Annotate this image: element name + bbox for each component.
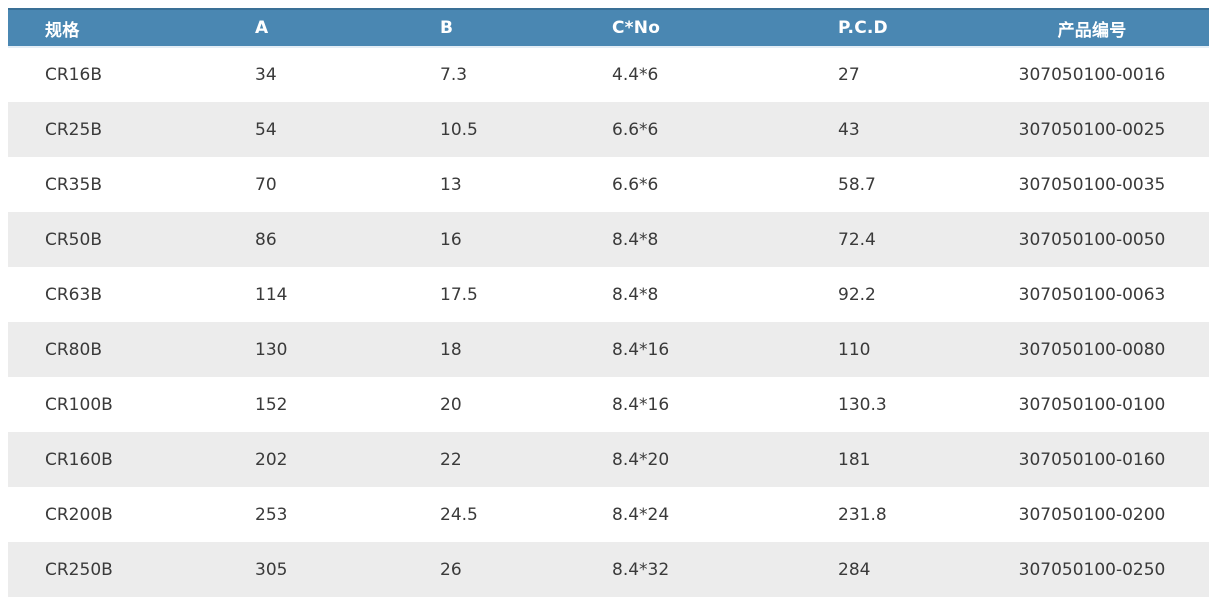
cell-spec: CR160B (8, 432, 218, 487)
cell-spec: CR63B (8, 267, 218, 322)
cell-product-code: 307050100-0250 (975, 542, 1209, 597)
cell-spec: CR100B (8, 377, 218, 432)
cell-b: 26 (403, 542, 575, 597)
table-row: CR200B 253 24.5 8.4*24 231.8 307050100-0… (8, 487, 1209, 542)
table-row: CR250B 305 26 8.4*32 284 307050100-0250 (8, 542, 1209, 597)
cell-b: 16 (403, 212, 575, 267)
cell-spec: CR80B (8, 322, 218, 377)
cell-a: 253 (218, 487, 403, 542)
page: 规格 A B C*No P.C.D 产品编号 CR16B 34 7.3 4.4*… (8, 8, 1209, 597)
table-row: CR50B 86 16 8.4*8 72.4 307050100-0050 (8, 212, 1209, 267)
cell-a: 130 (218, 322, 403, 377)
cell-c-no: 6.6*6 (575, 102, 801, 157)
cell-c-no: 8.4*16 (575, 322, 801, 377)
product-spec-table: 规格 A B C*No P.C.D 产品编号 CR16B 34 7.3 4.4*… (8, 8, 1209, 597)
cell-spec: CR16B (8, 47, 218, 102)
cell-pcd: 58.7 (801, 157, 975, 212)
cell-product-code: 307050100-0050 (975, 212, 1209, 267)
cell-a: 114 (218, 267, 403, 322)
cell-pcd: 43 (801, 102, 975, 157)
cell-pcd: 72.4 (801, 212, 975, 267)
cell-spec: CR250B (8, 542, 218, 597)
table-header: 规格 A B C*No P.C.D 产品编号 (8, 8, 1209, 48)
cell-product-code: 307050100-0160 (975, 432, 1209, 487)
table-row: CR25B 54 10.5 6.6*6 43 307050100-0025 (8, 102, 1209, 157)
cell-product-code: 307050100-0063 (975, 267, 1209, 322)
column-header-c-no: C*No (575, 8, 801, 48)
cell-product-code: 307050100-0016 (975, 47, 1209, 102)
column-header-a: A (218, 8, 403, 48)
column-header-spec: 规格 (8, 8, 218, 48)
table-row: CR80B 130 18 8.4*16 110 307050100-0080 (8, 322, 1209, 377)
table-row: CR16B 34 7.3 4.4*6 27 307050100-0016 (8, 47, 1209, 102)
cell-b: 18 (403, 322, 575, 377)
cell-a: 34 (218, 47, 403, 102)
cell-pcd: 231.8 (801, 487, 975, 542)
cell-product-code: 307050100-0025 (975, 102, 1209, 157)
cell-a: 70 (218, 157, 403, 212)
cell-product-code: 307050100-0100 (975, 377, 1209, 432)
cell-a: 305 (218, 542, 403, 597)
cell-pcd: 27 (801, 47, 975, 102)
column-header-pcd: P.C.D (801, 8, 975, 48)
cell-spec: CR25B (8, 102, 218, 157)
cell-pcd: 181 (801, 432, 975, 487)
cell-b: 10.5 (403, 102, 575, 157)
cell-b: 13 (403, 157, 575, 212)
cell-b: 20 (403, 377, 575, 432)
cell-c-no: 8.4*8 (575, 267, 801, 322)
table-row: CR100B 152 20 8.4*16 130.3 307050100-010… (8, 377, 1209, 432)
cell-a: 202 (218, 432, 403, 487)
cell-pcd: 284 (801, 542, 975, 597)
header-row: 规格 A B C*No P.C.D 产品编号 (8, 8, 1209, 48)
table-row: CR160B 202 22 8.4*20 181 307050100-0160 (8, 432, 1209, 487)
cell-pcd: 110 (801, 322, 975, 377)
cell-a: 152 (218, 377, 403, 432)
cell-c-no: 8.4*16 (575, 377, 801, 432)
cell-b: 17.5 (403, 267, 575, 322)
cell-c-no: 8.4*20 (575, 432, 801, 487)
cell-product-code: 307050100-0200 (975, 487, 1209, 542)
cell-pcd: 130.3 (801, 377, 975, 432)
cell-spec: CR35B (8, 157, 218, 212)
column-header-product-code: 产品编号 (975, 8, 1209, 48)
cell-product-code: 307050100-0035 (975, 157, 1209, 212)
cell-a: 54 (218, 102, 403, 157)
cell-pcd: 92.2 (801, 267, 975, 322)
column-header-b: B (403, 8, 575, 48)
cell-product-code: 307050100-0080 (975, 322, 1209, 377)
cell-c-no: 8.4*8 (575, 212, 801, 267)
cell-spec: CR50B (8, 212, 218, 267)
table-row: CR63B 114 17.5 8.4*8 92.2 307050100-0063 (8, 267, 1209, 322)
cell-spec: CR200B (8, 487, 218, 542)
cell-b: 22 (403, 432, 575, 487)
table-body: CR16B 34 7.3 4.4*6 27 307050100-0016 CR2… (8, 47, 1209, 597)
cell-c-no: 8.4*32 (575, 542, 801, 597)
cell-b: 7.3 (403, 47, 575, 102)
cell-a: 86 (218, 212, 403, 267)
cell-c-no: 6.6*6 (575, 157, 801, 212)
cell-c-no: 8.4*24 (575, 487, 801, 542)
cell-b: 24.5 (403, 487, 575, 542)
table-row: CR35B 70 13 6.6*6 58.7 307050100-0035 (8, 157, 1209, 212)
cell-c-no: 4.4*6 (575, 47, 801, 102)
